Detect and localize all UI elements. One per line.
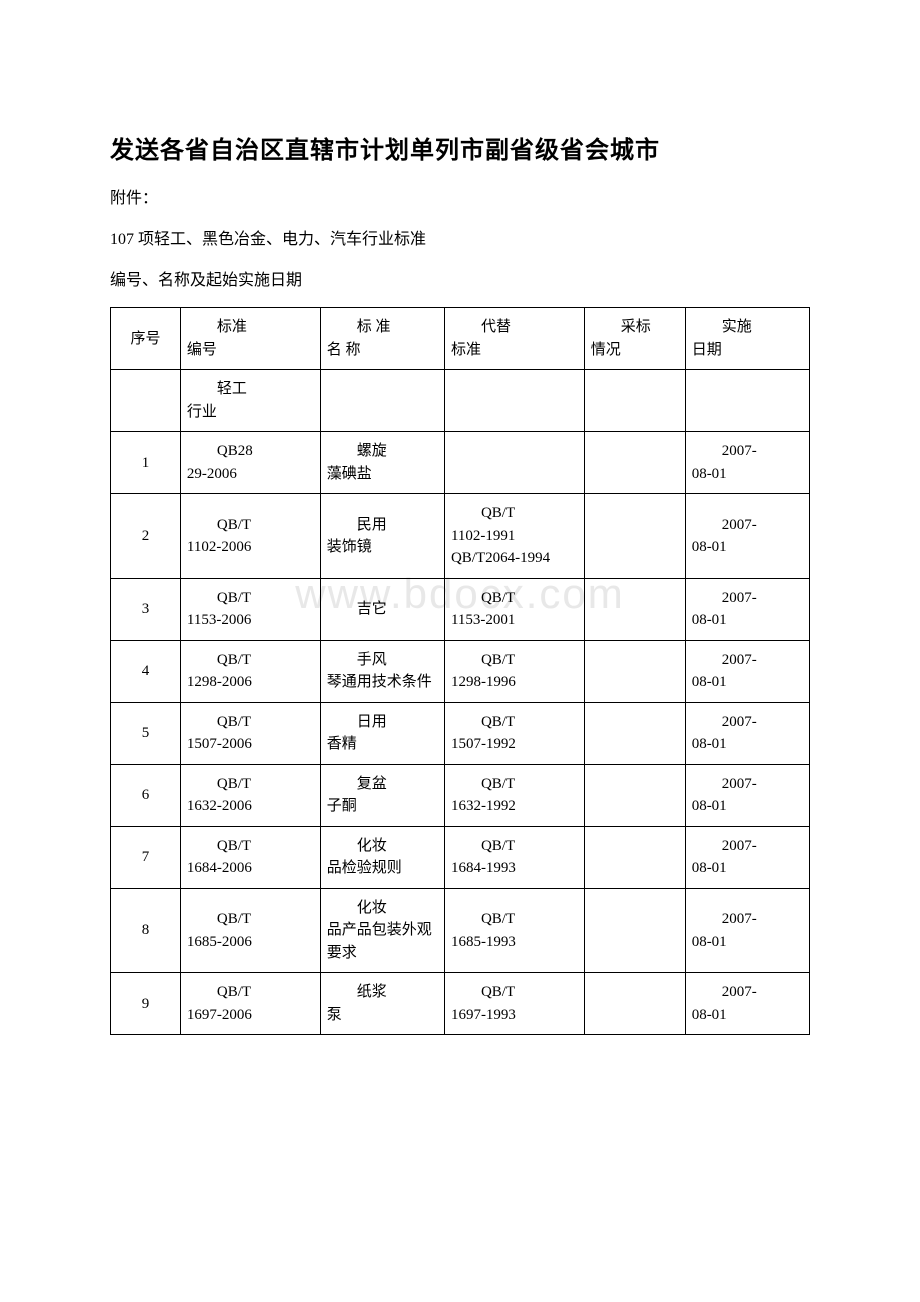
date-cell: 2007-08-01 bbox=[685, 888, 809, 973]
seq-cell: 4 bbox=[111, 640, 181, 702]
standard-code-cell: QB/T1632-2006 bbox=[180, 764, 320, 826]
date-cell: 2007-08-01 bbox=[685, 702, 809, 764]
standard-code-cell: QB/T1507-2006 bbox=[180, 702, 320, 764]
seq-cell: 2 bbox=[111, 494, 181, 579]
standard-code-cell: QB/T1685-2006 bbox=[180, 888, 320, 973]
date-cell: 2007-08-01 bbox=[685, 432, 809, 494]
standard-code-cell: QB/T1684-2006 bbox=[180, 826, 320, 888]
section-empty bbox=[111, 370, 181, 432]
standard-code-cell: QB/T1697-2006 bbox=[180, 973, 320, 1035]
section-label: 轻工行业 bbox=[180, 370, 320, 432]
standards-table: 序号标准编号标 准名 称代替标准采标情况实施日期轻工行业1QB2829-2006… bbox=[110, 307, 810, 1035]
date-cell: 2007-08-01 bbox=[685, 494, 809, 579]
date-cell: 2007-08-01 bbox=[685, 826, 809, 888]
standard-code-cell: QB2829-2006 bbox=[180, 432, 320, 494]
seq-cell: 6 bbox=[111, 764, 181, 826]
standard-name-cell: 化妆品产品包装外观要求 bbox=[320, 888, 444, 973]
subtitle-line-1: 107 项轻工、黑色冶金、电力、汽车行业标准 bbox=[110, 226, 810, 255]
caibiao-cell bbox=[584, 888, 685, 973]
replace-cell: QB/T1684-1993 bbox=[444, 826, 584, 888]
page-title: 发送各省自治区直辖市计划单列市副省级省会城市 bbox=[110, 130, 810, 165]
seq-cell: 3 bbox=[111, 578, 181, 640]
table-row: 8QB/T1685-2006化妆品产品包装外观要求QB/T1685-1993 20… bbox=[111, 888, 810, 973]
table-row: 2QB/T1102-2006民用装饰镜QB/T1102-1991 QB/T206… bbox=[111, 494, 810, 579]
caibiao-cell bbox=[584, 640, 685, 702]
attachment-label: 附件： bbox=[110, 185, 810, 214]
table-row: 4QB/T1298-2006手风琴通用技术条件QB/T1298-1996 2007… bbox=[111, 640, 810, 702]
seq-cell: 1 bbox=[111, 432, 181, 494]
column-header: 标准编号 bbox=[180, 308, 320, 370]
caibiao-cell bbox=[584, 702, 685, 764]
caibiao-cell bbox=[584, 764, 685, 826]
section-empty bbox=[584, 370, 685, 432]
replace-cell: QB/T1507-1992 bbox=[444, 702, 584, 764]
replace-cell: QB/T1632-1992 bbox=[444, 764, 584, 826]
subtitle-line-2: 编号、名称及起始实施日期 bbox=[110, 267, 810, 296]
standard-code-cell: QB/T1153-2006 bbox=[180, 578, 320, 640]
standard-code-cell: QB/T1298-2006 bbox=[180, 640, 320, 702]
seq-cell: 7 bbox=[111, 826, 181, 888]
caibiao-cell bbox=[584, 826, 685, 888]
column-header: 标 准名 称 bbox=[320, 308, 444, 370]
replace-cell: QB/T1153-2001 bbox=[444, 578, 584, 640]
standard-code-cell: QB/T1102-2006 bbox=[180, 494, 320, 579]
column-header: 序号 bbox=[111, 308, 181, 370]
caibiao-cell bbox=[584, 432, 685, 494]
column-header: 实施日期 bbox=[685, 308, 809, 370]
date-cell: 2007-08-01 bbox=[685, 764, 809, 826]
standard-name-cell: 吉它 bbox=[320, 578, 444, 640]
caibiao-cell bbox=[584, 578, 685, 640]
section-empty bbox=[685, 370, 809, 432]
column-header: 代替标准 bbox=[444, 308, 584, 370]
replace-cell: QB/T1685-1993 bbox=[444, 888, 584, 973]
replace-cell: QB/T1298-1996 bbox=[444, 640, 584, 702]
replace-cell: QB/T1697-1993 bbox=[444, 973, 584, 1035]
seq-cell: 9 bbox=[111, 973, 181, 1035]
standard-name-cell: 纸浆泵 bbox=[320, 973, 444, 1035]
table-header-row: 序号标准编号标 准名 称代替标准采标情况实施日期 bbox=[111, 308, 810, 370]
standard-name-cell: 复盆子酮 bbox=[320, 764, 444, 826]
caibiao-cell bbox=[584, 973, 685, 1035]
table-row: 1QB2829-2006螺旋藻碘盐 2007-08-01 bbox=[111, 432, 810, 494]
date-cell: 2007-08-01 bbox=[685, 578, 809, 640]
table-row: 5QB/T1507-2006日用香精QB/T1507-1992 2007-08-0… bbox=[111, 702, 810, 764]
caibiao-cell bbox=[584, 494, 685, 579]
table-row: 7QB/T1684-2006化妆品检验规则QB/T1684-1993 2007-0… bbox=[111, 826, 810, 888]
section-empty bbox=[320, 370, 444, 432]
table-row: 9QB/T1697-2006纸浆泵QB/T1697-1993 2007-08-01 bbox=[111, 973, 810, 1035]
standard-name-cell: 螺旋藻碘盐 bbox=[320, 432, 444, 494]
standard-name-cell: 化妆品检验规则 bbox=[320, 826, 444, 888]
replace-cell bbox=[444, 432, 584, 494]
date-cell: 2007-08-01 bbox=[685, 640, 809, 702]
table-row: 3QB/T1153-2006吉它QB/T1153-2001 2007-08-01 bbox=[111, 578, 810, 640]
section-empty bbox=[444, 370, 584, 432]
column-header: 采标情况 bbox=[584, 308, 685, 370]
replace-cell: QB/T1102-1991 QB/T2064-1994 bbox=[444, 494, 584, 579]
standard-name-cell: 日用香精 bbox=[320, 702, 444, 764]
seq-cell: 5 bbox=[111, 702, 181, 764]
section-row: 轻工行业 bbox=[111, 370, 810, 432]
seq-cell: 8 bbox=[111, 888, 181, 973]
document-content: 发送各省自治区直辖市计划单列市副省级省会城市 附件： 107 项轻工、黑色冶金、… bbox=[110, 130, 810, 1035]
table-row: 6QB/T1632-2006复盆子酮QB/T1632-1992 2007-08-0… bbox=[111, 764, 810, 826]
standard-name-cell: 手风琴通用技术条件 bbox=[320, 640, 444, 702]
standard-name-cell: 民用装饰镜 bbox=[320, 494, 444, 579]
date-cell: 2007-08-01 bbox=[685, 973, 809, 1035]
